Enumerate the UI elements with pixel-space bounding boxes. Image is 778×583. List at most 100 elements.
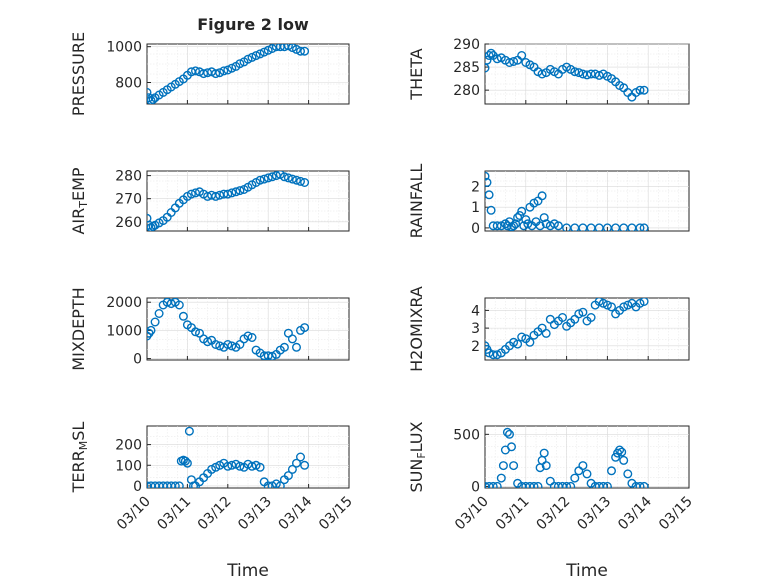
data-point — [194, 328, 204, 338]
data-point — [566, 481, 576, 488]
x-tick-label: 03/15 — [656, 494, 696, 534]
data-point — [235, 59, 245, 69]
series-points — [485, 171, 649, 231]
data-point — [570, 67, 580, 77]
data-point — [570, 473, 580, 483]
figure-title: Figure 2 low — [197, 15, 309, 34]
data-point — [150, 317, 160, 327]
data-point — [227, 63, 237, 73]
data-point — [619, 302, 629, 312]
data-point — [223, 340, 233, 350]
x-tick-label: 03/12 — [195, 494, 235, 534]
data-point — [255, 175, 265, 185]
y-axis-label: AIRTEMP — [69, 167, 90, 234]
data-point — [502, 427, 512, 437]
data-point — [598, 481, 608, 488]
data-point — [283, 173, 293, 183]
data-point — [602, 481, 612, 488]
data-point — [486, 205, 496, 215]
data-point — [537, 191, 547, 201]
data-point — [639, 223, 649, 231]
data-point — [215, 341, 225, 351]
data-point — [287, 174, 297, 184]
data-point — [180, 456, 190, 466]
data-point — [211, 69, 221, 79]
data-point — [296, 46, 306, 56]
data-point — [243, 331, 253, 341]
data-point — [147, 87, 152, 97]
y-tick-label: 2000 — [106, 295, 142, 311]
data-point — [267, 172, 277, 182]
panel-air_temp: 260 270 280 AIRTEMP — [69, 167, 350, 235]
y-tick-label: 0 — [471, 479, 480, 495]
data-point — [539, 213, 549, 223]
data-point — [235, 461, 245, 471]
data-point — [529, 481, 539, 488]
data-point — [533, 481, 543, 488]
data-point — [582, 469, 592, 479]
data-point — [623, 300, 633, 310]
data-point — [553, 221, 563, 231]
y-axis-label: THETA — [407, 48, 426, 100]
data-point — [186, 475, 196, 485]
data-point — [267, 351, 277, 360]
y-tick-label: 1000 — [106, 40, 142, 56]
data-point — [607, 302, 617, 312]
x-tick-label: 03/13 — [574, 494, 614, 534]
y-tick-label: 280 — [115, 169, 142, 185]
y-axis-label: MIXDEPTH — [69, 287, 88, 370]
data-point — [509, 57, 519, 67]
data-point — [251, 51, 261, 61]
data-point — [509, 461, 519, 471]
panel-rainfall: 0 1 2 RAINFALL — [407, 164, 690, 238]
data-point — [639, 298, 649, 306]
data-point — [541, 328, 551, 338]
data-point — [219, 66, 229, 76]
x-axis-label: Time — [565, 561, 608, 581]
data-point — [263, 351, 273, 360]
data-point — [541, 461, 551, 471]
data-point — [263, 481, 273, 488]
panel-pressure: 800 1000 PRESSURE — [69, 32, 350, 116]
y-tick-label: 270 — [115, 192, 142, 208]
data-point — [562, 481, 572, 488]
data-point — [485, 190, 494, 200]
x-tick-label: 03/10 — [452, 494, 492, 534]
y-tick-label: 200 — [115, 438, 142, 454]
data-point — [517, 51, 527, 61]
data-point — [215, 68, 225, 78]
data-point — [578, 461, 588, 471]
y-axis-label: TERRMSL — [69, 422, 90, 494]
data-point — [174, 481, 184, 488]
data-point — [511, 219, 521, 229]
data-point — [492, 350, 502, 360]
data-point — [235, 186, 245, 196]
data-point — [267, 44, 277, 54]
data-point — [515, 210, 525, 220]
data-point — [287, 44, 297, 53]
data-point — [186, 189, 196, 199]
data-point — [182, 458, 192, 468]
data-point — [259, 174, 269, 184]
y-tick-label: 1000 — [106, 323, 142, 339]
x-tick-label: 03/13 — [235, 494, 275, 534]
data-point — [635, 481, 645, 488]
data-point — [485, 55, 492, 65]
data-point — [174, 300, 184, 310]
data-point — [611, 452, 621, 462]
series-points — [485, 427, 649, 488]
data-point — [574, 309, 584, 319]
series-points — [485, 298, 649, 360]
panel-mixdepth: 0 1000 2000 MIXDEPTH — [69, 287, 350, 371]
data-point — [517, 206, 527, 216]
data-point — [488, 350, 498, 360]
data-point — [300, 46, 310, 56]
data-point — [147, 93, 154, 103]
data-point — [227, 341, 237, 351]
data-point — [492, 54, 502, 64]
data-point — [598, 298, 608, 308]
data-point — [154, 309, 164, 319]
data-point — [211, 191, 221, 201]
y-tick-label: 280 — [453, 83, 480, 99]
data-point — [300, 177, 310, 187]
